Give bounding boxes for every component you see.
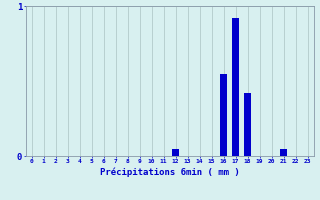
Bar <box>220 73 227 156</box>
Bar <box>172 148 179 156</box>
X-axis label: Précipitations 6min ( mm ): Précipitations 6min ( mm ) <box>100 167 239 177</box>
Bar <box>280 148 287 156</box>
Bar <box>244 93 251 156</box>
Bar <box>232 18 239 156</box>
